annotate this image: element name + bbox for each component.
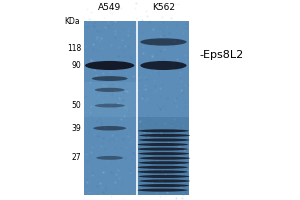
Bar (84, 21, 136, 195)
Ellipse shape (140, 61, 187, 70)
Text: -Eps8L2: -Eps8L2 (199, 50, 244, 60)
Bar (136, 117, 189, 195)
Text: K562: K562 (152, 3, 175, 12)
Text: 27: 27 (72, 153, 81, 162)
Ellipse shape (92, 76, 128, 81)
Ellipse shape (96, 156, 123, 160)
Text: 118: 118 (67, 44, 81, 53)
Bar (136, 21, 189, 195)
Text: KDa: KDa (64, 17, 80, 26)
Ellipse shape (93, 126, 126, 131)
Ellipse shape (95, 104, 124, 107)
Ellipse shape (95, 88, 124, 92)
Ellipse shape (137, 148, 188, 151)
Ellipse shape (85, 61, 134, 70)
Text: 39: 39 (72, 124, 81, 133)
Ellipse shape (139, 175, 189, 178)
Ellipse shape (139, 157, 190, 160)
Ellipse shape (139, 134, 190, 137)
Text: 90: 90 (72, 61, 81, 70)
Text: A549: A549 (98, 3, 121, 12)
Text: 50: 50 (72, 101, 81, 110)
Ellipse shape (140, 38, 187, 46)
Ellipse shape (137, 170, 188, 173)
Ellipse shape (139, 138, 189, 142)
Ellipse shape (137, 166, 188, 169)
Ellipse shape (138, 161, 189, 164)
Ellipse shape (138, 129, 189, 132)
Ellipse shape (138, 184, 189, 187)
Ellipse shape (137, 189, 188, 192)
Ellipse shape (137, 143, 188, 146)
Ellipse shape (138, 152, 189, 155)
Bar (84, 82, 136, 117)
Ellipse shape (139, 179, 190, 183)
